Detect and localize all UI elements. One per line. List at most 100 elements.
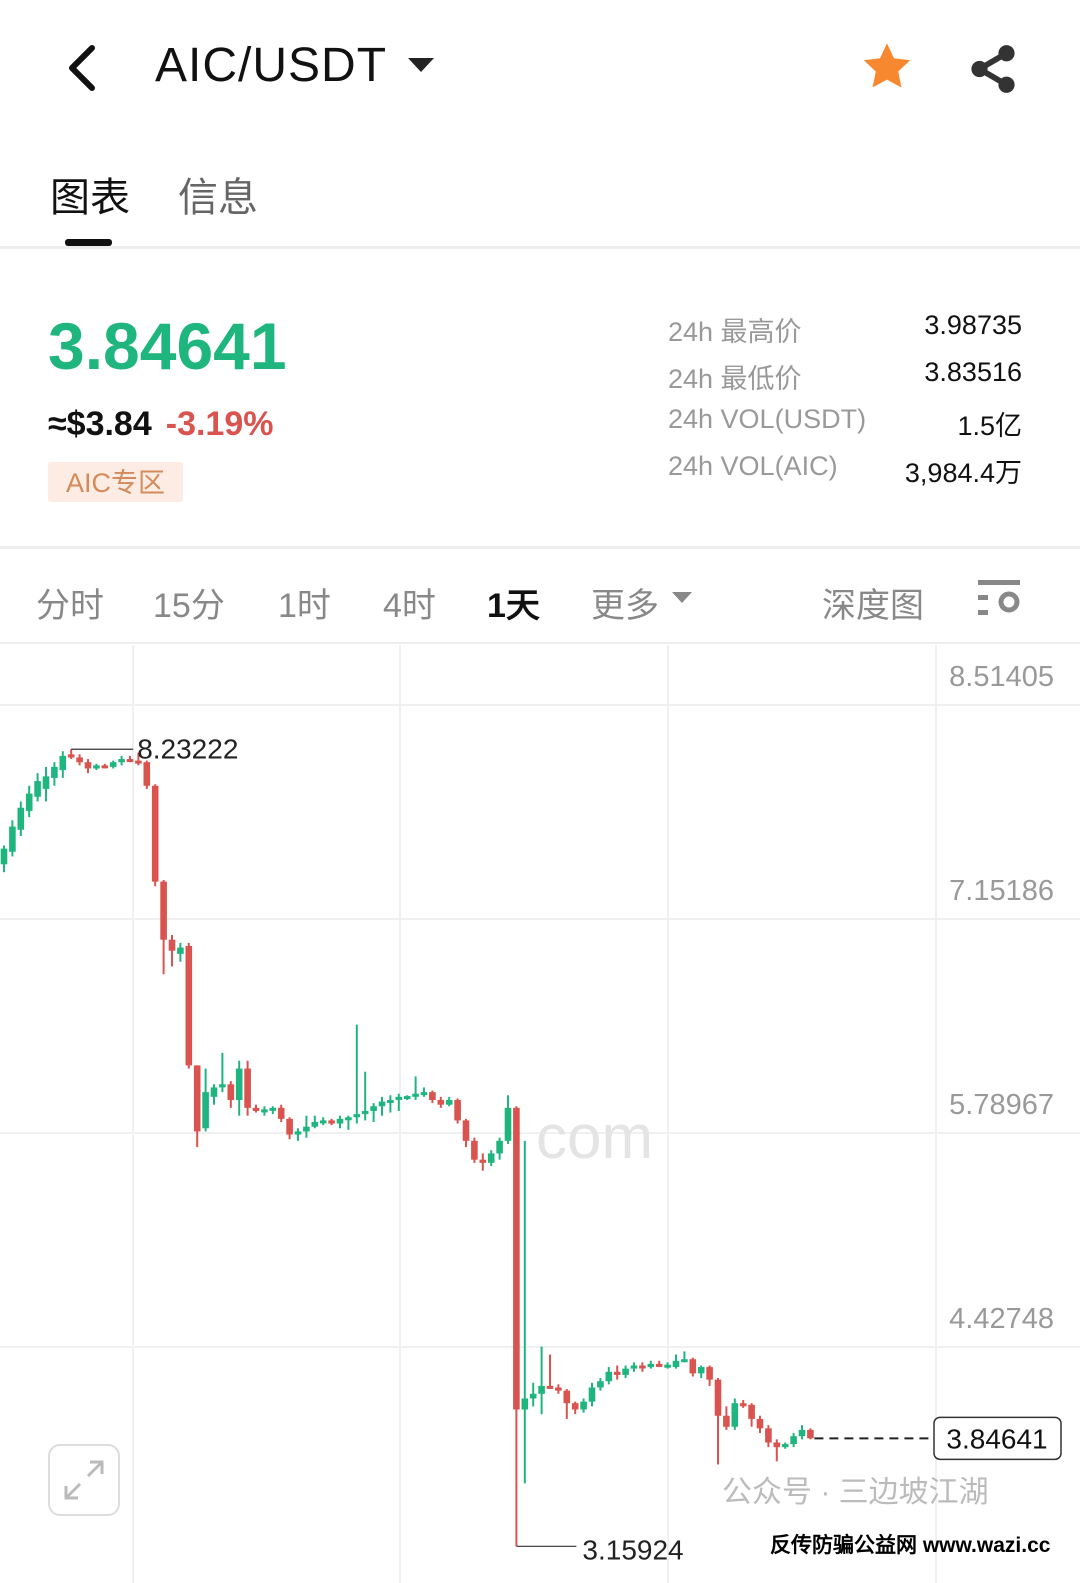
candle <box>294 1128 302 1141</box>
candle-body <box>630 1365 638 1369</box>
candle-body <box>303 1126 310 1132</box>
y-tick-label: 7.15186 <box>949 875 1054 907</box>
tab-info[interactable]: 信息 <box>178 176 258 220</box>
active-tab-indicator <box>65 239 112 246</box>
candle-body <box>244 1068 251 1108</box>
candle-body <box>135 760 142 764</box>
last-price: 3.84641 <box>48 309 287 383</box>
candle-body <box>571 1403 579 1410</box>
candle-body <box>370 1106 377 1111</box>
candle <box>563 1389 571 1419</box>
candle-body <box>664 1364 671 1368</box>
candle-body <box>723 1415 730 1427</box>
candle <box>403 1095 411 1100</box>
candle <box>84 759 92 774</box>
candle <box>647 1360 655 1369</box>
candle-body <box>286 1118 293 1135</box>
timeframe-tab[interactable]: 4时 <box>383 587 436 625</box>
candle-body <box>798 1429 806 1437</box>
tab-chart[interactable]: 图表 <box>50 176 130 220</box>
candle <box>210 1084 218 1105</box>
candle-body <box>34 781 41 797</box>
back-icon[interactable] <box>62 40 102 96</box>
stat-value: 3.83516 <box>924 357 1022 387</box>
candle <box>748 1403 755 1427</box>
candle <box>513 1106 520 1547</box>
candle <box>429 1090 436 1104</box>
timeframe-tab[interactable]: 1时 <box>278 587 331 625</box>
watermark-wechat: 公众号 · 三边坡江湖 <box>722 1476 989 1509</box>
candle-body <box>168 939 176 951</box>
chart-settings-icon[interactable] <box>976 578 1022 618</box>
stat-label: 24h VOL(AIC) <box>668 451 838 481</box>
timeframe-tab[interactable]: 分时 <box>36 587 104 625</box>
candlestick-chart[interactable]: com 8.51405 7.15186 5.78967 4.42748 8.23222 3… <box>0 645 1080 1583</box>
pair-title[interactable]: AIC/USDT <box>155 39 388 92</box>
caret-down-icon[interactable] <box>672 592 692 603</box>
candle-body <box>412 1093 419 1097</box>
candle-body <box>706 1367 713 1380</box>
candle-body <box>277 1107 285 1119</box>
candle <box>34 773 41 802</box>
timeframe-more[interactable]: 更多 <box>591 587 659 625</box>
candle-body <box>462 1120 470 1141</box>
star-icon[interactable] <box>860 40 914 94</box>
candle-body <box>361 1110 369 1115</box>
candle <box>193 1065 201 1148</box>
candle <box>521 1140 529 1484</box>
stat-label: 24h 最高价 <box>668 317 802 347</box>
zone-badge[interactable]: AIC专区 <box>48 462 184 502</box>
timeframe-tab[interactable]: 15分 <box>153 587 225 625</box>
candle <box>555 1384 562 1394</box>
candle <box>261 1106 268 1116</box>
candle <box>571 1401 579 1415</box>
candle <box>151 784 159 887</box>
candle <box>109 760 117 769</box>
candle <box>202 1068 209 1132</box>
stat-value: 3,984.4万 <box>904 458 1022 488</box>
candle-body <box>261 1109 268 1113</box>
candle <box>361 1071 369 1121</box>
candle-body <box>681 1359 688 1363</box>
candle-body <box>689 1359 697 1374</box>
candle-body <box>597 1381 604 1388</box>
candle-body <box>790 1436 797 1445</box>
candle-body <box>219 1084 226 1088</box>
candle-body <box>227 1084 235 1100</box>
candle-body <box>538 1385 545 1394</box>
candle-body <box>42 776 50 789</box>
share-icon[interactable] <box>966 42 1020 96</box>
candle <box>336 1115 344 1129</box>
candle <box>9 820 16 857</box>
expand-button[interactable] <box>48 1444 120 1516</box>
candle-body <box>420 1092 428 1096</box>
candle <box>681 1351 688 1363</box>
candle <box>244 1060 251 1116</box>
candle-body <box>513 1107 520 1410</box>
stat-label: 24h VOL(USDT) <box>668 404 867 434</box>
candle-body <box>403 1096 411 1100</box>
candle <box>714 1378 722 1465</box>
candle-body <box>345 1117 352 1121</box>
candle-body <box>84 762 92 769</box>
candle <box>622 1365 629 1379</box>
candle <box>219 1052 226 1093</box>
candle <box>67 749 75 760</box>
candle <box>160 880 167 975</box>
candle <box>286 1117 293 1140</box>
caret-down-icon[interactable] <box>408 58 434 72</box>
candle-body <box>378 1101 386 1107</box>
depth-chart-button[interactable]: 深度图 <box>822 587 924 625</box>
candle-body <box>269 1107 277 1111</box>
candle <box>395 1093 403 1111</box>
candle <box>798 1425 806 1440</box>
candle-body <box>328 1120 335 1124</box>
candle <box>51 762 58 786</box>
candle-body <box>748 1404 755 1419</box>
candle <box>697 1365 705 1379</box>
candle <box>17 801 25 837</box>
candle-body <box>622 1368 629 1375</box>
price-change: -3.19% <box>165 405 274 443</box>
candle-body <box>773 1442 781 1448</box>
timeframe-tab-active[interactable]: 1天 <box>487 587 540 625</box>
